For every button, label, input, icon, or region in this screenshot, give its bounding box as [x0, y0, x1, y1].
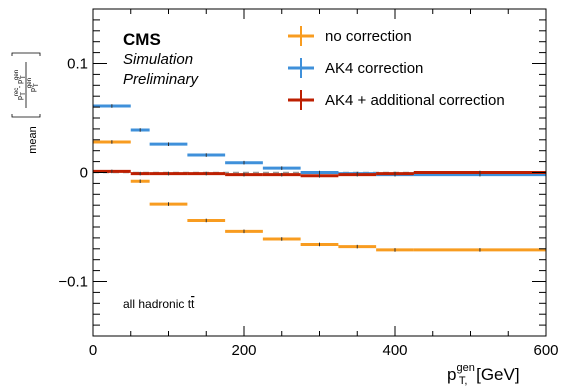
legend-label: AK4 correction [325, 60, 423, 77]
y-num-sub2: T [21, 75, 27, 79]
x-tick-label: 400 [382, 342, 407, 359]
y-axis-title-numerator: precT - pgenT [14, 70, 27, 100]
x-axis-title-unit: [GeV] [471, 365, 519, 384]
process-label-tbar: t [191, 297, 195, 311]
y-axis-title: mean precT - pgenT pgenT [11, 52, 41, 154]
y-num-sup2: gen [14, 70, 20, 80]
ticks-layer: 0 200 400 600 −0.1 0 0.1 [58, 9, 559, 359]
series-0 [93, 140, 546, 252]
x-axis-title: pgen T, [GeV] [447, 362, 520, 386]
y-num-sub1: T [21, 92, 27, 96]
y-num-minus: - [17, 84, 24, 90]
legend: no correction AK4 correction AK4 + additio… [288, 26, 505, 110]
y-tick-label: −0.1 [58, 274, 88, 291]
x-axis-title-sub: T, [459, 375, 468, 386]
x-tick-label: 600 [533, 342, 558, 359]
y-axis-title-prefix: mean [27, 126, 39, 154]
series-layer [93, 104, 546, 252]
legend-label: no correction [325, 28, 412, 45]
y-axis-title-denominator: pgenT [27, 78, 40, 92]
x-axis-title-p: p [447, 365, 456, 384]
experiment-label: CMS [123, 30, 161, 49]
process-label-prefix: all hadronic t [123, 297, 192, 311]
y-den-p: p [30, 88, 37, 92]
series-2 [93, 169, 546, 178]
y-num-sup1: rec [14, 88, 20, 96]
status-line-2: Preliminary [123, 71, 200, 88]
process-label: all hadronic tt [123, 297, 195, 311]
y-axis-title-bracket-left [11, 114, 41, 118]
y-axis-title-bracket-right [11, 52, 41, 56]
x-axis-title-sup: gen [456, 362, 474, 374]
y-num-p2: p [17, 80, 24, 84]
status-line-1: Simulation [123, 51, 193, 68]
y-num-p1: p [17, 96, 24, 100]
y-den-sub: T [34, 83, 40, 87]
x-tick-label: 200 [231, 342, 256, 359]
legend-label: AK4 + additional correction [325, 92, 505, 109]
y-tick-label: 0 [80, 165, 88, 182]
x-tick-label: 0 [89, 342, 97, 359]
y-den-sup: gen [27, 78, 33, 88]
y-tick-label: 0.1 [67, 56, 88, 73]
